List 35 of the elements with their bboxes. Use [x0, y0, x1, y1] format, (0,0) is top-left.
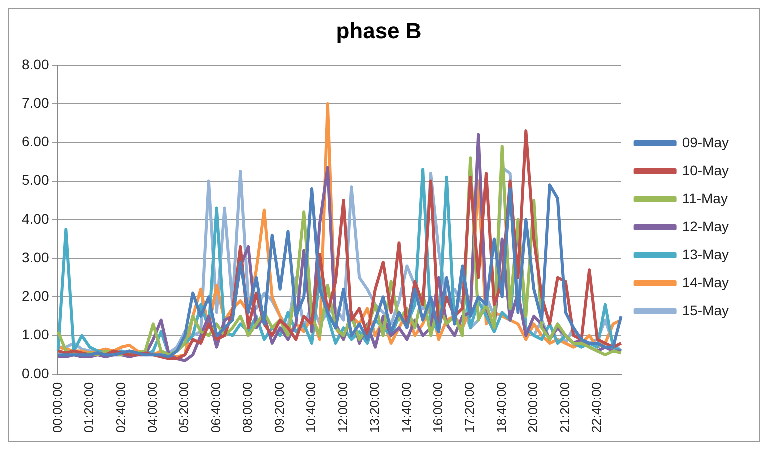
x-tick-label: 20:00:00: [526, 382, 541, 434]
x-tick-label: 01:20:00: [82, 382, 97, 434]
y-tick-label: 7.00: [22, 94, 50, 111]
legend-label: 13-May: [682, 246, 730, 262]
x-tick-label: 14:40:00: [398, 382, 414, 434]
legend-label: 10-May: [682, 162, 730, 178]
x-tick-label: 02:40:00: [113, 382, 128, 434]
x-tick-label: 17:20:00: [462, 382, 478, 434]
y-tick-label: 1.00: [22, 326, 50, 343]
x-tick-label: 00:00:00: [50, 382, 65, 434]
x-tick-label: 10:40:00: [304, 382, 319, 434]
x-tick-label: 04:00:00: [144, 382, 160, 434]
y-tick-label: 8.00: [22, 56, 50, 72]
y-tick-label: 0.00: [22, 365, 50, 382]
x-tick-label: 05:20:00: [176, 382, 192, 434]
x-tick-label: 06:40:00: [208, 382, 224, 434]
x-tick-label: 16:00:00: [430, 382, 446, 434]
legend-label: 14-May: [682, 274, 730, 290]
legend-label: 09-May: [682, 134, 730, 150]
x-tick-label: 13:20:00: [367, 382, 382, 434]
x-tick-label: 09:20:00: [272, 382, 287, 434]
chart-title: phase B: [336, 18, 422, 44]
x-tick-label: 12:00:00: [335, 382, 350, 434]
x-tick-label: 18:40:00: [494, 382, 509, 434]
legend-label: 12-May: [682, 218, 730, 234]
legend-label: 11-May: [682, 190, 728, 206]
y-tick-label: 4.00: [22, 210, 50, 227]
y-tick-label: 5.00: [22, 172, 50, 188]
y-tick-label: 6.00: [22, 134, 50, 150]
x-tick-label: 22:40:00: [589, 382, 604, 434]
y-tick-label: 2.00: [22, 288, 50, 304]
x-tick-label: 08:00:00: [240, 382, 256, 434]
legend-label: 15-May: [682, 302, 730, 318]
y-tick-label: 3.00: [22, 249, 50, 266]
x-tick-label: 21:20:00: [557, 382, 572, 434]
